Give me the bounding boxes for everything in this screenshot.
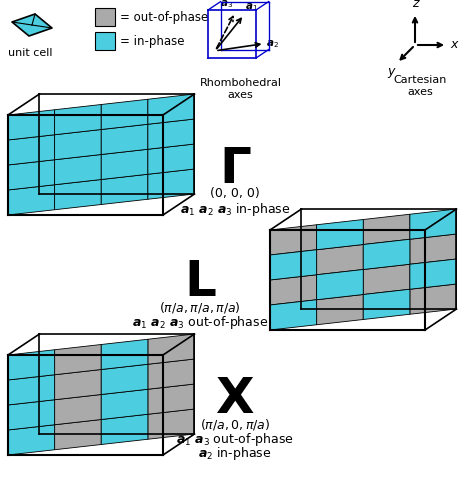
Polygon shape: [55, 420, 101, 450]
Text: z: z: [412, 0, 418, 10]
Polygon shape: [101, 414, 148, 444]
Polygon shape: [148, 384, 194, 414]
Polygon shape: [270, 275, 317, 305]
Text: $(\pi/a, \pi/a, \pi/a)$: $(\pi/a, \pi/a, \pi/a)$: [159, 300, 241, 315]
Polygon shape: [148, 359, 194, 389]
Polygon shape: [55, 369, 101, 400]
Text: $(\pi/a, 0, \pi/a)$: $(\pi/a, 0, \pi/a)$: [200, 417, 270, 432]
Text: $\mathbf{X}$: $\mathbf{X}$: [215, 375, 255, 425]
Polygon shape: [101, 124, 148, 154]
Polygon shape: [148, 144, 194, 174]
Bar: [95, 32, 115, 50]
Polygon shape: [410, 234, 456, 264]
Polygon shape: [363, 239, 410, 270]
Text: = in-phase: = in-phase: [120, 34, 184, 48]
Text: $\boldsymbol{a}_1$: $\boldsymbol{a}_1$: [245, 1, 258, 13]
Text: Cartesian
axes: Cartesian axes: [393, 75, 447, 96]
Polygon shape: [8, 375, 55, 405]
Polygon shape: [317, 270, 363, 300]
Text: x: x: [450, 38, 457, 52]
Text: unit cell: unit cell: [8, 48, 52, 58]
Polygon shape: [55, 180, 101, 210]
Polygon shape: [101, 149, 148, 180]
Polygon shape: [8, 400, 55, 430]
Polygon shape: [101, 389, 148, 420]
Text: = out-of-phase: = out-of-phase: [120, 10, 208, 24]
Polygon shape: [148, 334, 194, 364]
Text: $\boldsymbol{a}_3$: $\boldsymbol{a}_3$: [220, 0, 233, 10]
Polygon shape: [55, 395, 101, 425]
Polygon shape: [148, 169, 194, 199]
Polygon shape: [148, 409, 194, 439]
Polygon shape: [363, 214, 410, 245]
Polygon shape: [101, 364, 148, 395]
Bar: [95, 8, 115, 26]
Polygon shape: [55, 344, 101, 375]
Text: y: y: [388, 65, 395, 78]
Polygon shape: [410, 259, 456, 289]
Text: $\mathbf{L}$: $\mathbf{L}$: [184, 258, 216, 308]
Text: $\boldsymbol{a}_1\ \boldsymbol{a}_2\ \boldsymbol{a}_3$ out-of-phase: $\boldsymbol{a}_1\ \boldsymbol{a}_2\ \bo…: [132, 314, 268, 331]
Polygon shape: [317, 245, 363, 275]
Polygon shape: [363, 264, 410, 295]
Polygon shape: [317, 219, 363, 250]
Polygon shape: [101, 339, 148, 369]
Text: $\mathbf{\Gamma}$: $\mathbf{\Gamma}$: [219, 145, 251, 194]
Text: $\boldsymbol{a}_2$ in-phase: $\boldsymbol{a}_2$ in-phase: [198, 445, 272, 462]
Polygon shape: [410, 284, 456, 314]
Text: $\boldsymbol{a}_1\ \boldsymbol{a}_2\ \boldsymbol{a}_3$ in-phase: $\boldsymbol{a}_1\ \boldsymbol{a}_2\ \bo…: [180, 201, 290, 218]
Text: Rhombohedral
axes: Rhombohedral axes: [200, 78, 282, 100]
Polygon shape: [148, 94, 194, 124]
Polygon shape: [55, 129, 101, 160]
Polygon shape: [270, 225, 317, 255]
Polygon shape: [270, 300, 317, 330]
Text: $\boldsymbol{a}_2$: $\boldsymbol{a}_2$: [266, 38, 279, 50]
Polygon shape: [317, 295, 363, 325]
Polygon shape: [363, 289, 410, 319]
Polygon shape: [101, 174, 148, 205]
Polygon shape: [8, 350, 55, 380]
Polygon shape: [8, 110, 55, 140]
Polygon shape: [410, 209, 456, 239]
Polygon shape: [270, 250, 317, 280]
Polygon shape: [101, 99, 148, 129]
Polygon shape: [55, 154, 101, 185]
Text: $\boldsymbol{a}_1\ \boldsymbol{a}_3$ out-of-phase: $\boldsymbol{a}_1\ \boldsymbol{a}_3$ out…: [176, 431, 294, 448]
Polygon shape: [12, 14, 52, 36]
Text: (0, 0, 0): (0, 0, 0): [210, 187, 260, 200]
Polygon shape: [8, 135, 55, 165]
Polygon shape: [8, 425, 55, 455]
Polygon shape: [8, 185, 55, 215]
Polygon shape: [55, 104, 101, 135]
Polygon shape: [148, 119, 194, 149]
Polygon shape: [8, 160, 55, 190]
